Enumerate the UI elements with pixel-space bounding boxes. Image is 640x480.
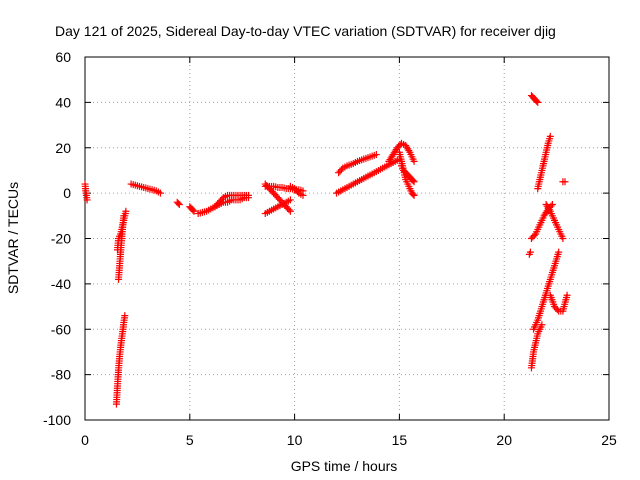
data-point	[546, 132, 554, 140]
data-point	[244, 191, 252, 199]
y-tick-label: -40	[51, 276, 71, 292]
axis-ticks: 0 5 10 15 20 25 -100 -80 -60 -40 -20 0 20 40 60	[43, 49, 617, 448]
y-tick-label: -100	[43, 412, 71, 428]
data-points	[81, 92, 571, 408]
y-tick-label: -80	[51, 367, 71, 383]
y-tick-label: 0	[63, 185, 71, 201]
data-point	[538, 321, 546, 329]
x-tick-label: 5	[186, 432, 194, 448]
x-tick-label: 10	[287, 432, 303, 448]
data-point	[285, 206, 293, 214]
x-tick-label: 25	[601, 432, 617, 448]
data-point	[83, 196, 91, 204]
data-point	[299, 191, 307, 199]
y-axis-label: SDTVAR / TECUs	[5, 182, 21, 294]
data-point	[372, 151, 380, 159]
data-point	[190, 207, 198, 215]
data-point	[410, 191, 418, 199]
data-point	[286, 207, 294, 215]
data-point	[409, 177, 417, 185]
data-point	[548, 200, 556, 208]
data-point	[533, 97, 541, 105]
data-point	[410, 178, 418, 186]
data-point	[561, 178, 569, 186]
data-point	[405, 147, 413, 155]
data-point	[122, 207, 130, 215]
data-point	[545, 206, 553, 214]
data-point	[530, 231, 538, 239]
data-point	[563, 291, 571, 299]
data-point	[286, 196, 294, 204]
x-tick-label: 0	[81, 432, 89, 448]
data-point	[174, 199, 182, 207]
data-point	[526, 248, 534, 256]
data-point	[175, 200, 183, 208]
y-tick-label: -60	[51, 321, 71, 337]
grid	[85, 57, 609, 420]
data-point	[156, 189, 164, 197]
y-tick-label: 60	[55, 49, 71, 65]
data-point	[534, 98, 542, 106]
data-point	[559, 235, 567, 242]
data-point	[189, 206, 197, 214]
data-point	[121, 312, 129, 320]
y-tick-label: -20	[51, 231, 71, 247]
data-point	[553, 306, 561, 314]
chart-title: Day 121 of 2025, Sidereal Day-to-day VTE…	[55, 23, 556, 39]
y-tick-label: 40	[55, 94, 71, 110]
x-tick-label: 20	[496, 432, 512, 448]
data-point	[410, 157, 418, 165]
x-tick-label: 15	[392, 432, 408, 448]
data-point	[409, 190, 417, 198]
y-tick-label: 20	[55, 140, 71, 156]
data-point	[555, 248, 563, 256]
x-axis-label: GPS time / hours	[291, 458, 398, 474]
